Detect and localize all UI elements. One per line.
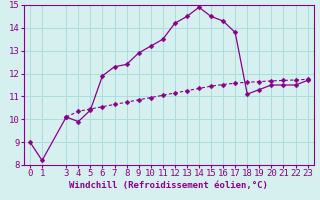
X-axis label: Windchill (Refroidissement éolien,°C): Windchill (Refroidissement éolien,°C) [69, 181, 268, 190]
